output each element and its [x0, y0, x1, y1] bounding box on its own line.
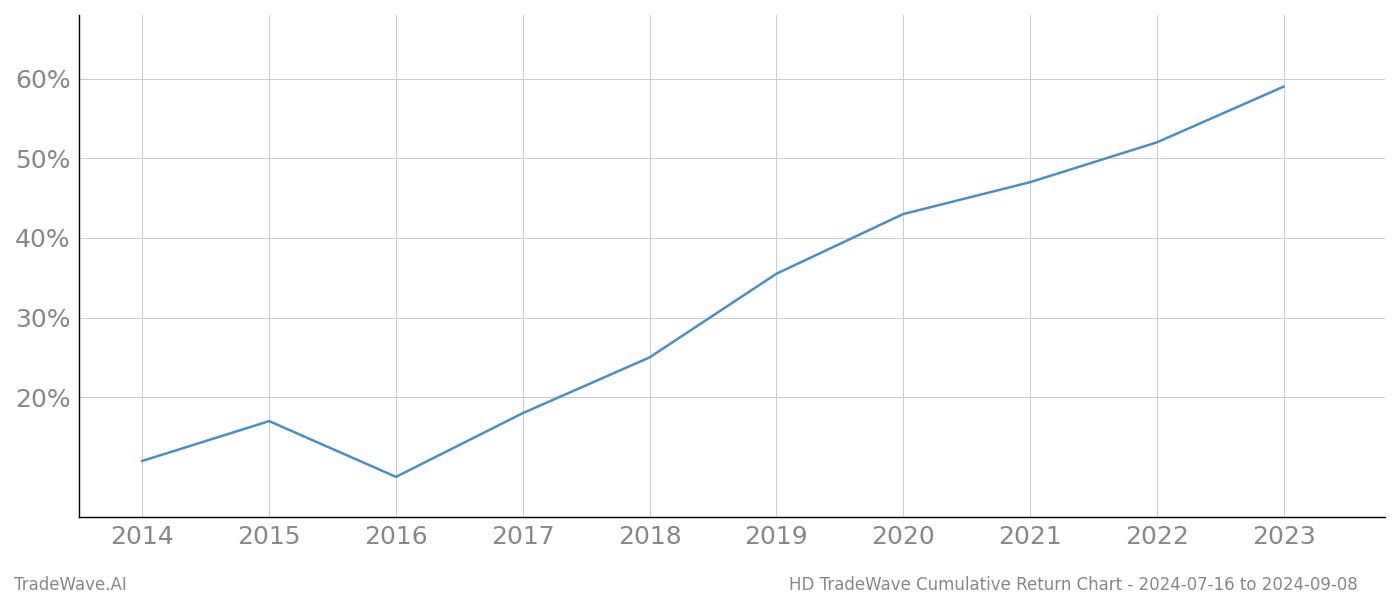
Text: HD TradeWave Cumulative Return Chart - 2024-07-16 to 2024-09-08: HD TradeWave Cumulative Return Chart - 2…: [790, 576, 1358, 594]
Text: TradeWave.AI: TradeWave.AI: [14, 576, 127, 594]
